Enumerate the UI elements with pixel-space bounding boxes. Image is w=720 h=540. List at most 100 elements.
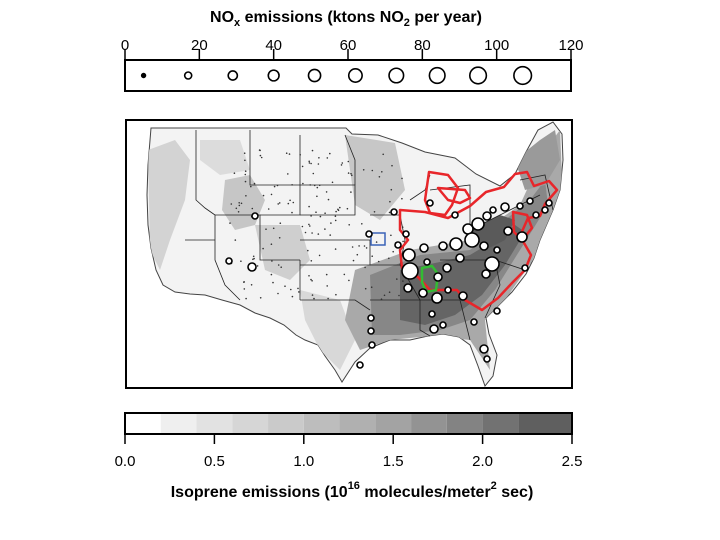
site-dot [259,149,261,152]
site-dot [297,287,299,290]
nox-legend-circle [513,65,533,86]
site-dot [245,297,247,300]
site-dot [308,275,310,277]
nox-point-source [521,264,529,272]
site-dot [392,250,395,253]
nox-point-source [545,199,553,207]
site-dot [307,249,309,252]
nox-point-source [516,231,528,243]
site-dot [235,207,238,210]
nox-legend-circle [388,67,405,84]
nox-tick-label: 40 [265,37,282,54]
site-dot [311,294,314,296]
nox-point-source [428,310,436,318]
nox-point-source [500,202,510,212]
site-dot [285,152,288,154]
site-dot [398,294,400,297]
nox-legend-circles [140,65,533,86]
site-dot [401,177,403,180]
nox-point-source [225,257,233,265]
site-dot [245,195,247,197]
nox-point-source [471,217,485,231]
site-dot [388,211,391,214]
site-dot [330,222,332,224]
colorbar-tick-label: 0.5 [204,453,225,470]
nox-point-source [367,327,375,335]
site-dot [250,284,253,286]
nox-point-source [444,286,452,294]
colorbar-tick-label: 0.0 [115,453,136,470]
site-dot [287,173,289,175]
colorbar-cell [232,413,269,434]
site-dot [279,222,282,224]
nox-point-source [356,361,364,369]
site-dot [350,172,352,175]
site-dot [326,285,329,287]
site-dot [350,191,352,193]
site-dot [316,186,319,189]
colorbar-cell [268,413,304,434]
site-dot [259,154,262,157]
colorbar-tick-label: 2.5 [562,453,583,470]
nox-point-source [493,307,501,315]
nox-legend: NOx emissions (ktons NO2 per year) 0 20 40… [121,9,584,92]
site-dot [383,294,386,297]
nox-point-source [479,241,489,251]
site-dot [352,259,355,262]
site-dot [377,260,380,263]
site-dot [308,205,310,208]
nox-point-source [394,241,402,249]
site-dot [270,273,273,276]
site-dot [252,258,254,261]
site-dot [262,247,264,250]
nox-point-source [493,246,501,254]
nox-point-source [433,272,443,282]
colorbar-cells [125,413,572,434]
site-dot [292,201,295,204]
site-dot [233,172,236,174]
site-dot [363,245,366,247]
site-dot [390,234,392,237]
colorbar-cell [482,413,519,434]
site-dot [253,257,255,260]
nox-point-source [365,230,373,238]
site-dot [324,228,326,230]
site-dot [317,233,320,235]
site-dot [317,163,320,165]
colorbar-tick-label: 1.5 [383,453,404,470]
nox-point-source [503,226,513,236]
nox-tick-label: 80 [414,37,431,54]
site-dot [301,225,304,228]
site-dot [351,174,353,177]
nox-point-source [429,324,439,334]
site-dot [318,254,321,257]
nox-point-source [482,211,492,221]
site-dot [240,202,243,205]
nox-point-source [442,263,452,273]
site-dot [375,241,378,243]
nox-point-source [419,243,429,253]
nox-point-source [481,269,491,279]
site-dot [329,152,331,155]
site-dot [325,273,328,276]
nox-point-source [455,253,465,263]
nox-point-source [426,199,434,207]
shade-newengland [515,130,560,190]
site-dot [311,149,314,152]
nox-point-source [401,262,419,280]
site-dot [243,152,246,154]
site-dot [316,195,318,198]
site-dot [402,280,404,282]
nox-point-source [526,197,534,205]
site-dot [331,181,334,184]
nox-legend-title: NOx emissions (ktons NO2 per year) [210,9,482,29]
site-dot [313,297,315,300]
isoprene-colorbar-title: Isoprene emissions (1016 molecules/meter… [171,480,534,501]
site-dot [324,212,326,214]
site-dot [389,200,391,203]
site-dot [273,185,276,188]
site-dot [267,208,270,210]
map-panel [125,119,573,389]
site-dot [343,273,346,276]
